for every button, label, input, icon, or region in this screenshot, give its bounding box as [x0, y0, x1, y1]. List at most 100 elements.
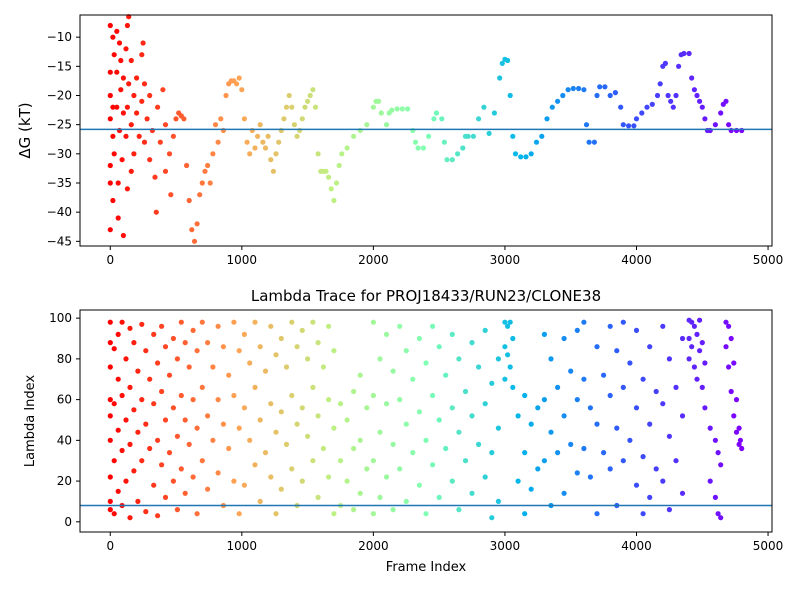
data-point: [178, 466, 184, 472]
data-point: [252, 384, 258, 390]
data-point: [120, 110, 126, 116]
data-point: [194, 425, 200, 431]
data-point: [549, 104, 555, 110]
data-point: [640, 454, 646, 460]
data-point: [739, 445, 745, 452]
data-point: [581, 87, 587, 93]
data-point: [155, 437, 161, 443]
data-point: [194, 221, 200, 227]
data-point: [587, 474, 594, 480]
data-point: [443, 372, 449, 378]
data-point: [135, 368, 141, 374]
data-point: [476, 441, 482, 447]
data-point: [115, 331, 121, 337]
data-point: [252, 319, 258, 325]
data-point: [394, 106, 400, 112]
data-point: [299, 327, 305, 333]
delta-g-points: [107, 14, 745, 244]
data-point: [666, 433, 673, 439]
data-point: [241, 331, 247, 337]
data-point: [220, 421, 226, 427]
data-point: [119, 392, 125, 399]
data-point: [153, 209, 159, 215]
data-point: [357, 372, 363, 378]
data-point: [139, 52, 145, 58]
data-point: [654, 92, 661, 99]
data-point: [262, 450, 269, 456]
data-point: [620, 319, 626, 325]
data-point: [736, 441, 742, 447]
data-point: [255, 133, 261, 139]
data-point: [265, 133, 271, 139]
data-point: [505, 57, 511, 64]
data-point: [135, 498, 141, 504]
data-point: [289, 319, 295, 325]
data-point: [639, 110, 645, 116]
data-point: [155, 360, 161, 366]
y-tick-label: −15: [47, 59, 72, 73]
data-point: [131, 407, 137, 413]
data-point: [305, 433, 311, 439]
data-point: [331, 511, 337, 517]
data-point: [286, 92, 292, 99]
data-point: [268, 474, 274, 480]
data-point: [383, 401, 390, 407]
data-point: [120, 75, 126, 81]
data-point: [456, 507, 462, 513]
data-point: [299, 478, 305, 484]
data-point: [426, 133, 432, 139]
data-point: [344, 478, 350, 484]
data-point: [416, 482, 422, 488]
data-point: [331, 425, 337, 431]
data-point: [186, 364, 192, 370]
data-point: [182, 490, 188, 496]
data-point: [305, 98, 311, 104]
y-tick-label: 0: [64, 515, 72, 529]
data-point: [555, 450, 561, 456]
data-point: [383, 122, 390, 128]
data-point: [111, 458, 117, 464]
data-point: [115, 180, 121, 186]
delta-g-axes-frame: [79, 14, 773, 247]
data-point: [660, 401, 666, 407]
data-point: [522, 450, 528, 456]
data-point: [574, 327, 580, 333]
data-point: [123, 46, 129, 52]
data-point: [197, 192, 203, 198]
data-point: [533, 139, 540, 145]
data-point: [315, 413, 321, 419]
data-point: [190, 474, 196, 480]
y-tick-label: −35: [47, 176, 72, 190]
data-point: [147, 445, 153, 452]
data-point: [157, 139, 163, 145]
data-point: [166, 151, 173, 157]
data-point: [612, 90, 619, 96]
data-point: [107, 340, 113, 346]
data-point: [159, 462, 165, 468]
x-tick-label: 3000: [490, 253, 521, 267]
data-point: [728, 335, 734, 342]
data-point: [210, 364, 216, 370]
data-point: [507, 364, 513, 370]
data-point: [522, 392, 528, 399]
data-point: [390, 441, 396, 447]
data-point: [723, 98, 729, 104]
data-point: [110, 133, 116, 139]
data-point: [594, 421, 600, 427]
data-point: [535, 405, 541, 411]
data-point: [416, 335, 422, 342]
data-point: [673, 458, 679, 464]
data-point: [594, 511, 600, 517]
data-point: [666, 356, 673, 362]
data-point: [252, 145, 258, 151]
data-point: [364, 122, 370, 128]
data-point: [689, 319, 695, 325]
data-point: [128, 122, 134, 128]
data-point: [482, 474, 488, 480]
data-point: [182, 340, 188, 346]
data-point: [126, 81, 132, 87]
data-point: [111, 151, 117, 157]
data-point: [115, 488, 121, 494]
data-point: [591, 139, 598, 145]
data-point: [691, 323, 698, 329]
